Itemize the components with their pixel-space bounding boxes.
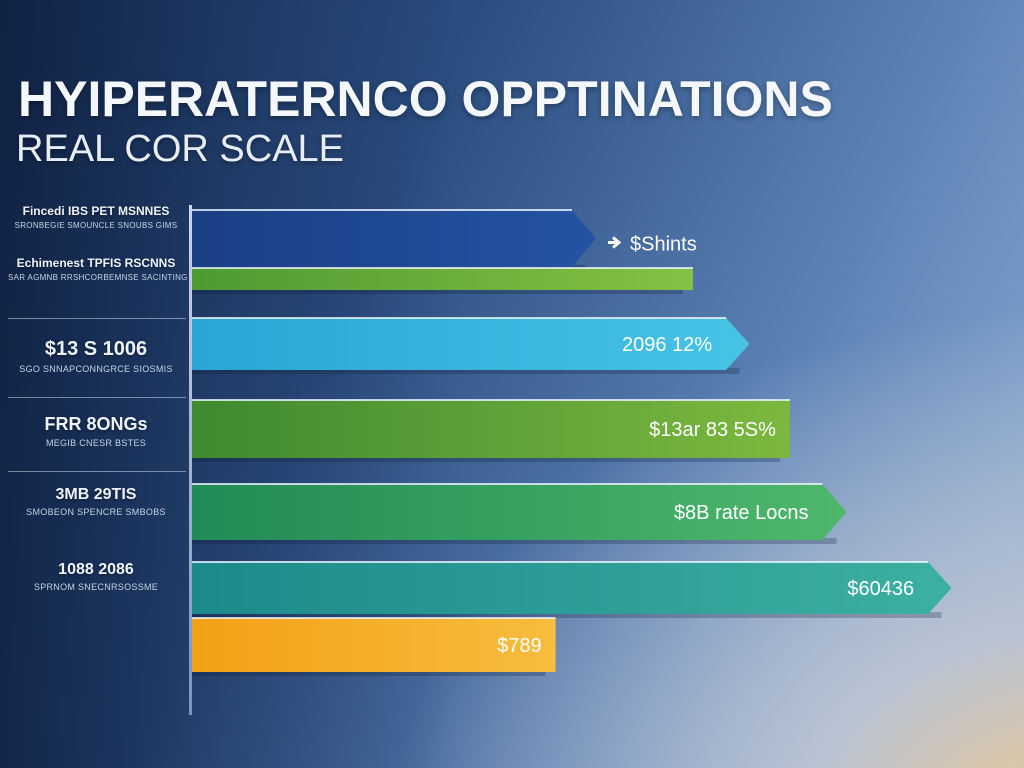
chart-title: HYIPERATERNCO OPPTINATIONS — [18, 71, 833, 127]
row-label-6-sub: SPRNOM SNECNRSOSSME — [33, 582, 159, 592]
bar-value-label-1: $Shints — [630, 234, 697, 256]
row-label-1: Fincedi IBS PET MSNNES SRONBEGIE SMOUNCL… — [8, 204, 184, 230]
row-label-5: 3MB 29TIS SMOBEON SPENCRE SMBOBS — [8, 486, 184, 517]
bar-shadow-5 — [192, 538, 837, 544]
bar-shadow-2 — [192, 288, 683, 294]
bar-value-label-6: $60436 — [847, 578, 914, 600]
row-label-2-main: Echimenest TPFIS RSCNNS — [16, 256, 176, 270]
bar-1 — [192, 210, 596, 267]
chart-subtitle: REAL COR SCALE — [16, 128, 345, 170]
row-divider — [8, 471, 186, 472]
row-divider — [8, 397, 186, 398]
row-label-4: FRR 8ONGs MEGIB CNESR BSTES — [8, 414, 184, 448]
bar-value-label-3: 2096 12% — [622, 334, 712, 356]
row-label-3-sub: SGO SNNAPCONNGRCE SIOSMIS — [19, 364, 173, 374]
bar-shadow-3 — [192, 368, 740, 374]
bar-5 — [192, 484, 847, 540]
row-label-4-main: FRR 8ONGs — [44, 414, 148, 434]
row-label-1-main: Fincedi IBS PET MSNNES — [22, 204, 170, 218]
row-label-2: Echimenest TPFIS RSCNNS SAR AGMNB RRSHCO… — [8, 256, 188, 282]
bar-7 — [192, 618, 556, 672]
bar-2 — [192, 268, 693, 290]
row-label-3: $13 S 1006 SGO SNNAPCONNGRCE SIOSMIS — [8, 338, 184, 374]
bar-shadow-4 — [192, 456, 780, 462]
bar-shadow-6 — [192, 612, 942, 618]
row-label-3-main: $13 S 1006 — [44, 338, 148, 360]
bar-shadow-7 — [192, 670, 546, 676]
bar-value-label-4: $13ar 83 5S% — [649, 419, 776, 441]
row-label-5-main: 3MB 29TIS — [55, 486, 137, 503]
row-label-6-main: 1088 2086 — [58, 561, 134, 578]
row-divider — [8, 318, 186, 319]
row-label-1-sub: SRONBEGIE SMOUNCLE SNOUBS GIMS — [14, 221, 178, 230]
row-label-6: 1088 2086 SPRNOM SNECNRSOSSME — [8, 561, 184, 592]
bar-value-label-5: $8B rate Locns — [674, 502, 809, 524]
arrow-right-icon — [608, 236, 622, 249]
row-label-5-sub: SMOBEON SPENCRE SMBOBS — [26, 507, 166, 517]
row-label-2-sub: SAR AGMNB RRSHCORBEMNSE SACINTING — [8, 273, 188, 282]
bar-4 — [192, 400, 790, 458]
bar-value-label-7: $789 — [497, 635, 542, 657]
bar-3 — [192, 318, 750, 370]
y-axis-line — [189, 205, 192, 715]
row-label-4-sub: MEGIB CNESR BSTES — [45, 438, 147, 448]
bar-6 — [192, 562, 952, 614]
